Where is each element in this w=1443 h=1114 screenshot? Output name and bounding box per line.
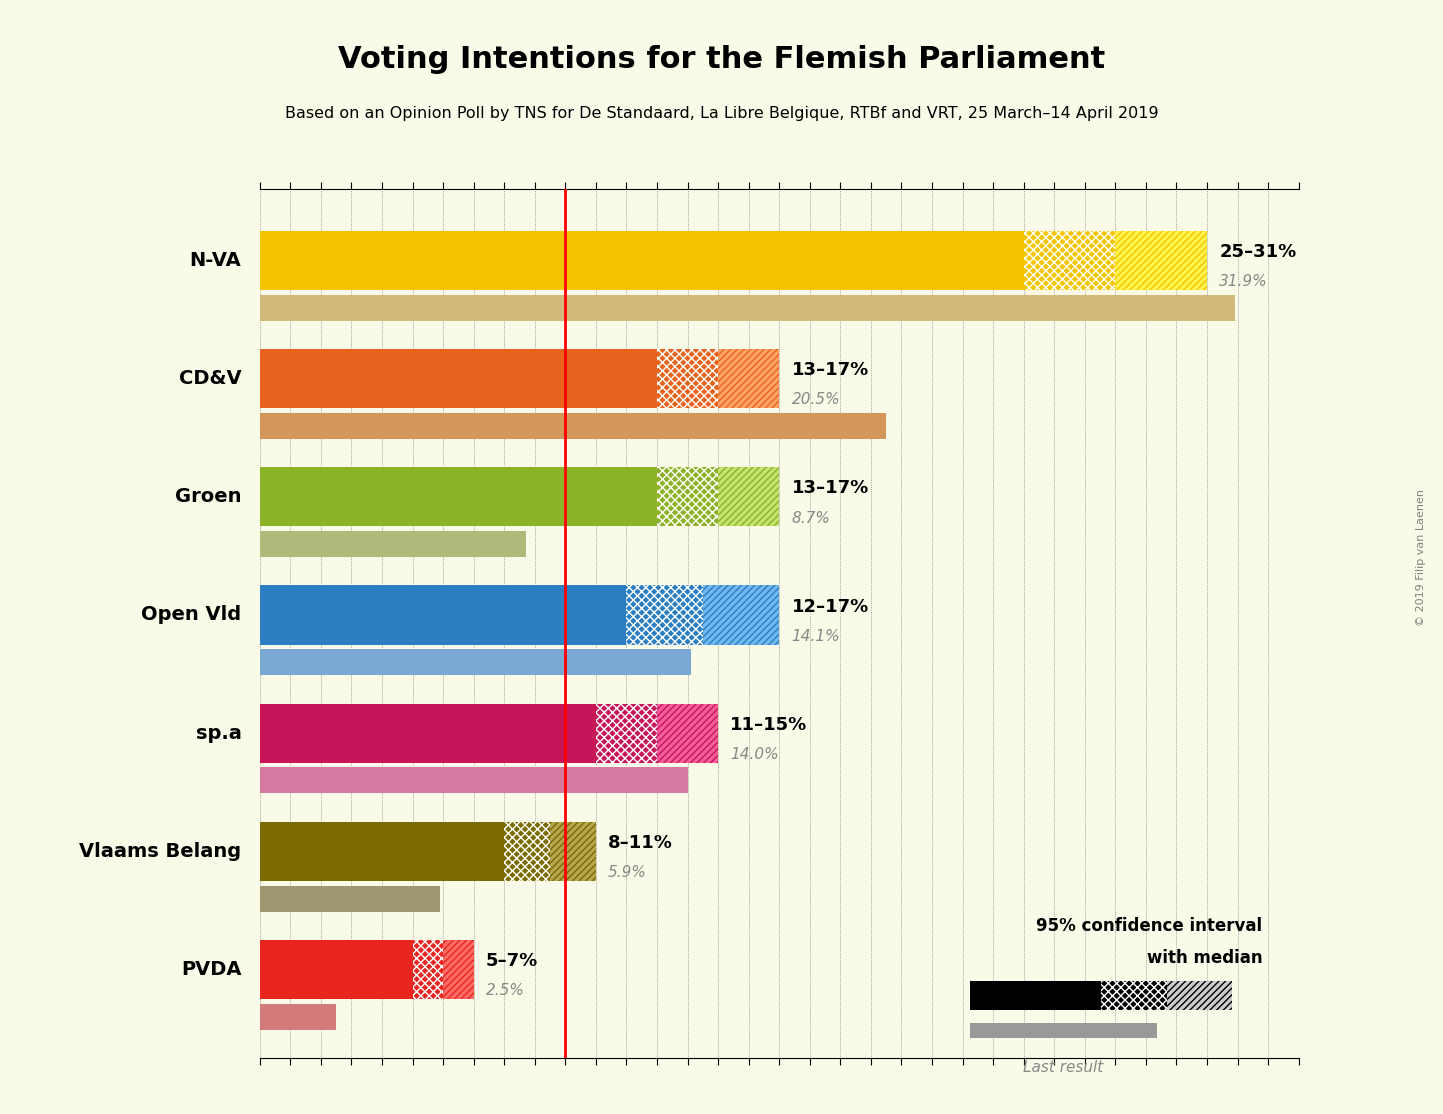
Text: N-VA: N-VA [189, 251, 241, 270]
Bar [260, 822, 504, 881]
Bar [260, 704, 596, 763]
Bar [413, 940, 443, 999]
Bar [1115, 231, 1206, 290]
Text: 12–17%: 12–17% [791, 598, 869, 616]
Bar [657, 704, 719, 763]
Bar [504, 822, 550, 881]
Bar [260, 586, 626, 645]
Bar [703, 586, 779, 645]
Bar [260, 768, 687, 793]
Bar [1023, 231, 1115, 290]
Bar [626, 586, 703, 645]
Bar [260, 349, 657, 408]
Text: 14.0%: 14.0% [730, 747, 779, 762]
Bar [260, 294, 1235, 321]
Text: Vlaams Belang: Vlaams Belang [79, 842, 241, 861]
Bar [657, 349, 719, 408]
Bar [260, 467, 657, 526]
Bar [413, 940, 443, 999]
Bar [1166, 980, 1232, 1010]
Text: Open Vld: Open Vld [141, 606, 241, 625]
Text: 95% confidence interval: 95% confidence interval [1036, 918, 1263, 936]
Text: Groen: Groen [175, 487, 241, 506]
Bar [260, 886, 440, 911]
Bar [719, 467, 779, 526]
Bar [260, 231, 1023, 290]
Text: © 2019 Filip van Laenen: © 2019 Filip van Laenen [1417, 489, 1426, 625]
Text: Based on an Opinion Poll by TNS for De Standaard, La Libre Belgique, RTBf and VR: Based on an Opinion Poll by TNS for De S… [284, 106, 1159, 120]
Text: 31.9%: 31.9% [1219, 274, 1268, 290]
Bar [657, 349, 719, 408]
Text: 25–31%: 25–31% [1219, 243, 1296, 261]
Text: 20.5%: 20.5% [791, 392, 840, 408]
Bar [719, 349, 779, 408]
Bar [1166, 980, 1232, 1010]
Bar [626, 586, 703, 645]
Text: 8–11%: 8–11% [608, 834, 672, 852]
Text: 5.9%: 5.9% [608, 866, 646, 880]
Bar [719, 467, 779, 526]
Bar [657, 467, 719, 526]
Bar [260, 1004, 336, 1030]
Bar [260, 413, 886, 439]
Text: 8.7%: 8.7% [791, 510, 830, 526]
Bar [260, 649, 691, 675]
Text: sp.a: sp.a [196, 724, 241, 743]
Bar [1023, 231, 1115, 290]
Bar [657, 467, 719, 526]
Text: 5–7%: 5–7% [486, 952, 538, 970]
Bar [1115, 231, 1206, 290]
Bar [657, 704, 719, 763]
Bar [443, 940, 473, 999]
Bar [260, 940, 413, 999]
Bar [703, 586, 779, 645]
Text: 13–17%: 13–17% [791, 479, 869, 498]
Bar [970, 980, 1101, 1010]
Text: 11–15%: 11–15% [730, 716, 808, 734]
Text: 13–17%: 13–17% [791, 361, 869, 379]
Bar [550, 822, 596, 881]
Text: 2.5%: 2.5% [486, 984, 525, 998]
Text: 14.1%: 14.1% [791, 628, 840, 644]
Text: CD&V: CD&V [179, 369, 241, 388]
Text: Last result: Last result [1023, 1059, 1104, 1075]
Text: with median: with median [1147, 948, 1263, 967]
Bar [1101, 980, 1166, 1010]
Bar [596, 704, 657, 763]
Bar [550, 822, 596, 881]
Bar [970, 1023, 1157, 1038]
Text: Voting Intentions for the Flemish Parliament: Voting Intentions for the Flemish Parlia… [338, 45, 1105, 74]
Bar [443, 940, 473, 999]
Bar [596, 704, 657, 763]
Bar [260, 531, 525, 557]
Text: PVDA: PVDA [180, 960, 241, 979]
Bar [719, 349, 779, 408]
Bar [504, 822, 550, 881]
Bar [1101, 980, 1166, 1010]
